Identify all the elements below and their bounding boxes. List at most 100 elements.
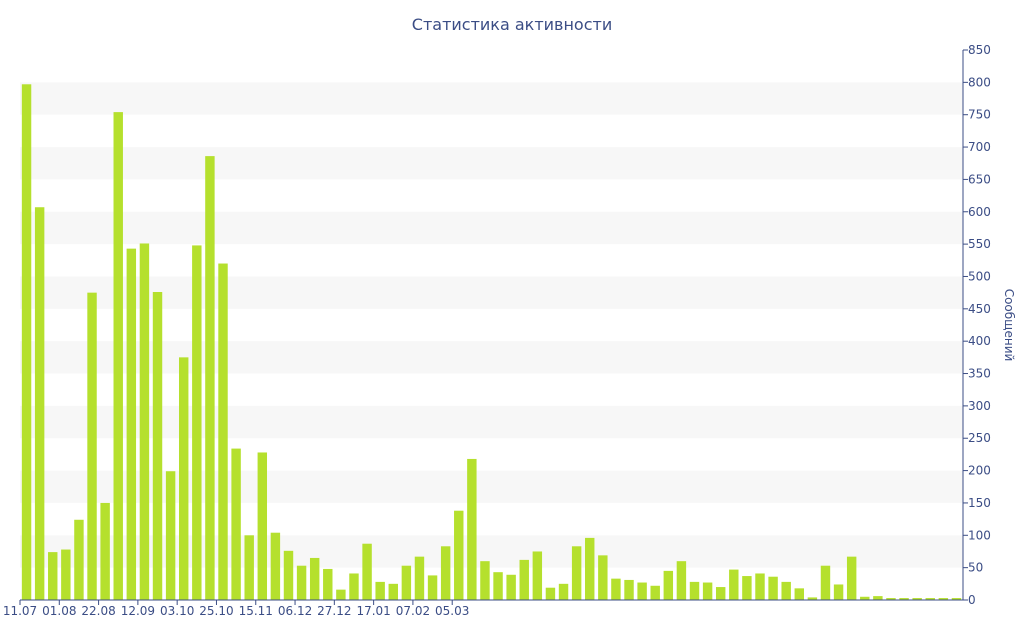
y-axis-title: Сообщений <box>1002 289 1016 362</box>
bar[interactable] <box>427 575 438 600</box>
bar[interactable] <box>493 572 503 600</box>
bar[interactable] <box>899 598 909 600</box>
bar[interactable] <box>152 292 163 600</box>
bar[interactable] <box>336 589 346 600</box>
y-tick-label: 650 <box>968 172 991 186</box>
x-tick-label: 11.07 <box>3 604 37 618</box>
x-tick-label: 07.02 <box>396 604 430 618</box>
bar[interactable] <box>755 573 765 600</box>
y-tick-label: 800 <box>968 75 991 89</box>
bar[interactable] <box>349 573 359 600</box>
bar[interactable] <box>414 556 425 600</box>
chart-title: Статистика активности <box>411 15 613 34</box>
bar[interactable] <box>624 579 634 600</box>
bar[interactable] <box>807 597 818 600</box>
bar-series <box>21 84 962 601</box>
bar[interactable] <box>873 596 883 600</box>
y-tick-label: 0 <box>968 593 976 607</box>
bar[interactable] <box>100 502 110 600</box>
bar[interactable] <box>689 581 700 600</box>
bar[interactable] <box>532 551 543 600</box>
bar[interactable] <box>323 568 333 600</box>
bar[interactable] <box>912 598 922 600</box>
bar[interactable] <box>676 561 687 600</box>
bar[interactable] <box>139 243 150 600</box>
bar[interactable] <box>650 585 660 600</box>
bar[interactable] <box>165 471 176 600</box>
bar[interactable] <box>558 583 569 600</box>
bar[interactable] <box>270 532 281 600</box>
bar[interactable] <box>61 549 71 600</box>
bar[interactable] <box>218 263 228 600</box>
bar[interactable] <box>781 581 791 600</box>
bar[interactable] <box>637 582 647 600</box>
bar[interactable] <box>283 550 294 600</box>
grid-band <box>20 147 963 180</box>
bar[interactable] <box>309 557 320 600</box>
bar[interactable] <box>388 583 398 600</box>
bar[interactable] <box>794 588 804 600</box>
bar[interactable] <box>296 565 307 600</box>
bar[interactable] <box>585 537 595 600</box>
bar[interactable] <box>742 576 752 600</box>
x-tick-label: 25.10 <box>199 604 233 618</box>
x-tick-label: 15.11 <box>239 604 273 618</box>
bar[interactable] <box>833 584 844 600</box>
bar[interactable] <box>519 559 529 600</box>
bar[interactable] <box>87 292 97 600</box>
bar[interactable] <box>205 156 215 600</box>
bar[interactable] <box>729 569 739 600</box>
bar[interactable] <box>663 570 674 600</box>
bar[interactable] <box>480 561 490 600</box>
bar[interactable] <box>454 510 464 600</box>
bar[interactable] <box>21 84 32 600</box>
bar[interactable] <box>74 519 84 600</box>
bar[interactable] <box>126 248 137 600</box>
y-tick-label: 200 <box>968 464 991 478</box>
bar[interactable] <box>231 448 241 600</box>
bar[interactable] <box>571 546 582 600</box>
bar[interactable] <box>886 598 896 600</box>
bar[interactable] <box>715 587 726 600</box>
bar[interactable] <box>48 552 58 600</box>
bar[interactable] <box>362 543 372 600</box>
y-tick-label: 600 <box>968 205 991 219</box>
y-tick-label: 500 <box>968 269 991 283</box>
bar[interactable] <box>467 458 477 600</box>
bar[interactable] <box>611 578 621 600</box>
bar[interactable] <box>257 452 268 600</box>
grid-bands <box>20 82 963 568</box>
y-tick-label: 700 <box>968 140 991 154</box>
y-tick-label: 250 <box>968 431 991 445</box>
bar[interactable] <box>768 576 778 600</box>
bar[interactable] <box>598 555 608 600</box>
bar[interactable] <box>938 598 949 600</box>
bar[interactable] <box>846 556 857 600</box>
bar[interactable] <box>860 596 870 600</box>
bar[interactable] <box>401 565 412 600</box>
bar[interactable] <box>820 565 831 600</box>
bar[interactable] <box>192 245 202 601</box>
grid-band <box>20 82 963 115</box>
bar[interactable] <box>375 581 385 600</box>
bar[interactable] <box>440 546 451 600</box>
y-tick-label: 450 <box>968 302 991 316</box>
bar[interactable] <box>545 587 556 600</box>
grid-band <box>20 341 963 374</box>
bar[interactable] <box>113 112 123 600</box>
bar[interactable] <box>506 574 516 600</box>
bar[interactable] <box>951 598 962 600</box>
bar[interactable] <box>925 598 935 600</box>
bar[interactable] <box>179 357 189 600</box>
x-tick-label: 01.08 <box>42 604 76 618</box>
y-tick-label: 100 <box>968 528 991 542</box>
bar[interactable] <box>34 207 45 600</box>
bar[interactable] <box>702 582 713 600</box>
y-tick-label: 400 <box>968 334 991 348</box>
y-tick-label: 300 <box>968 399 991 413</box>
bar[interactable] <box>244 535 254 600</box>
x-tick-label: 22.08 <box>81 604 115 618</box>
x-tick-label: 27.12 <box>317 604 351 618</box>
grid-band <box>20 535 963 568</box>
